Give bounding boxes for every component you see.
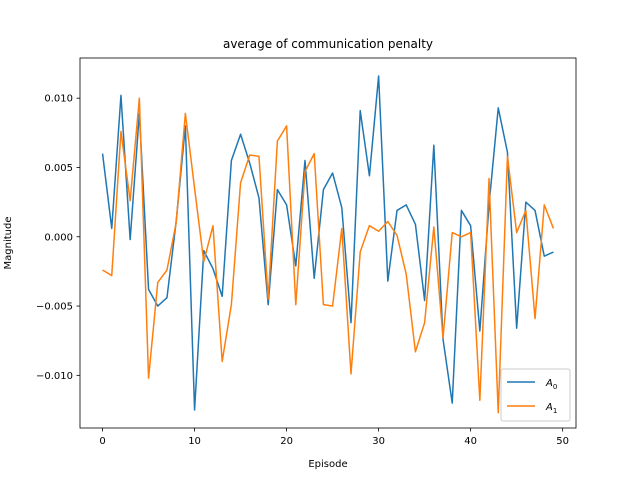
x-tick-label: 50 <box>556 436 569 447</box>
y-tick-label: −0.010 <box>36 371 73 382</box>
legend-label-a0: A0 <box>545 378 557 391</box>
y-axis-label: Magnitude <box>3 217 14 270</box>
x-tick-label: 30 <box>372 436 385 447</box>
x-tick-label: 10 <box>188 436 201 447</box>
x-tick-label: 40 <box>464 436 477 447</box>
legend-box <box>500 368 571 422</box>
x-tick-label: 0 <box>99 436 105 447</box>
y-tick-label: 0.010 <box>44 94 73 105</box>
x-axis-label: Episode <box>308 459 347 470</box>
axes-frame <box>79 57 577 429</box>
x-tick-label: 20 <box>280 436 293 447</box>
y-tick-label: −0.005 <box>36 302 73 313</box>
y-tick-label: 0.000 <box>44 232 73 243</box>
chart-title: average of communication penalty <box>223 37 433 51</box>
series-line-a1 <box>102 97 555 414</box>
legend-label-a1: A1 <box>545 402 557 415</box>
plot-area <box>101 75 555 414</box>
legend: A0 A1 <box>500 368 571 422</box>
y-tick-label: 0.005 <box>44 163 73 174</box>
